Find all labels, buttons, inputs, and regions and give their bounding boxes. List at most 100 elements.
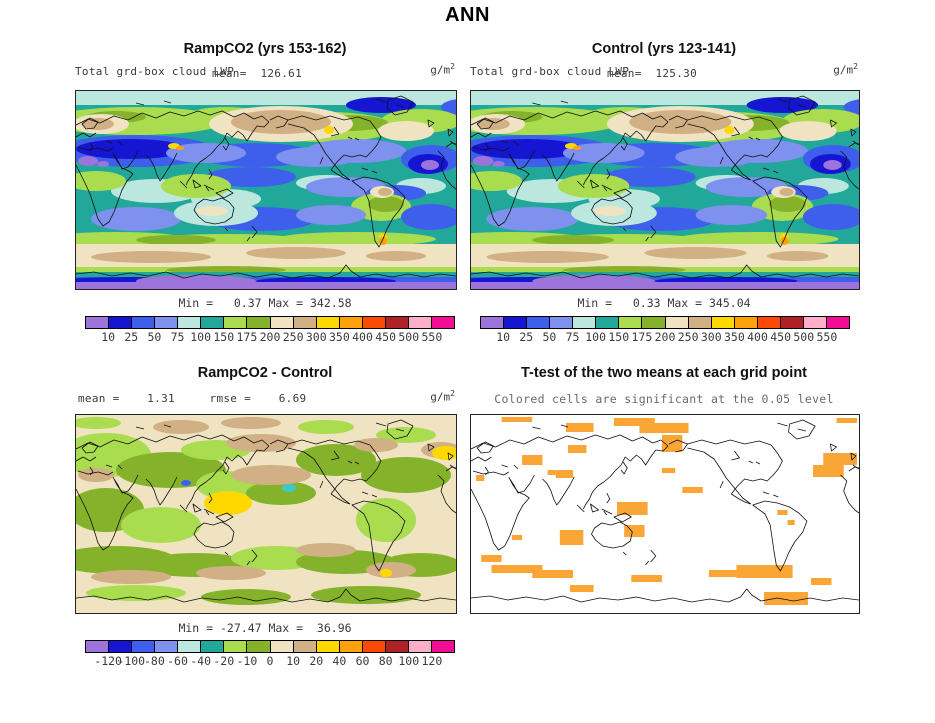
colorbar-swatch	[431, 317, 454, 328]
colorbar-swatch	[734, 317, 758, 328]
colorbar-swatch	[665, 317, 689, 328]
colorbar-bar	[480, 316, 850, 329]
colorbar-tick-label: 500	[398, 330, 420, 344]
colorbar-swatch	[711, 317, 735, 328]
colorbar-swatch	[757, 317, 781, 328]
colorbar-swatch	[132, 317, 156, 328]
colorbar-swatch	[481, 317, 505, 328]
panel-title-rampco2: RampCO2 (yrs 153-162)	[183, 41, 347, 57]
colorbar-bar	[85, 316, 455, 329]
colorbar-ticks: 10 25 50 75 100 150 175 200 250 300 350 400 450 500 55…	[480, 330, 850, 345]
map-control	[470, 90, 860, 290]
colorbar-swatch	[573, 317, 597, 328]
colorbar-tick-label: 50	[147, 330, 162, 344]
colorbar-tick-label: 350	[328, 330, 350, 344]
colorbar-swatch	[155, 317, 179, 328]
colorbar-tick-label: -40	[190, 654, 212, 668]
colorbar-swatch	[270, 641, 294, 652]
colorbar-tick-label: 10	[101, 330, 116, 344]
map-rampco2	[75, 90, 457, 290]
colorbar-swatch	[293, 317, 317, 328]
header-row-rampco2: Total grd-box cloud LWP mean= 126.61 g/m…	[75, 62, 455, 80]
colorbar-tick-label: 500	[793, 330, 815, 344]
colorbar-tick-label: 150	[213, 330, 235, 344]
colorbar-swatch	[86, 641, 110, 652]
colorbar-tick-label: 25	[519, 330, 534, 344]
colorbar-swatch	[527, 317, 551, 328]
colorbar-swatch	[178, 317, 202, 328]
colorbar-ticks: -120 -100 -80 -60 -40 -20 -10 0 10 20 40 60 80 100 120	[85, 654, 455, 669]
colorbar-swatch	[201, 641, 225, 652]
units-control: g/m2	[833, 62, 858, 77]
colorbar-tick-label: 10	[496, 330, 511, 344]
units-diff: g/m2	[430, 389, 455, 404]
colorbar-tick-label: 175	[236, 330, 258, 344]
colorbar-swatch	[642, 317, 666, 328]
colorbar-swatch	[504, 317, 528, 328]
colorbar-tick-label: 200	[654, 330, 676, 344]
map-ttest	[470, 414, 860, 614]
colorbar-tick-label: 400	[352, 330, 373, 344]
panel-title-ttest: T-test of the two means at each grid poi…	[521, 365, 807, 381]
mean-value-rampco2: mean= 126.61	[212, 67, 302, 80]
colorbar-tick-label: -120	[94, 654, 122, 668]
colorbar-tick-label: 350	[723, 330, 745, 344]
colorbar-tick-label: 175	[631, 330, 653, 344]
colorbar-swatch	[803, 317, 827, 328]
colorbar-swatch	[362, 641, 386, 652]
colorbar-tick-label: 250	[677, 330, 699, 344]
colorbar-ticks: 10 25 50 75 100 150 175 200 250 300 350 400 450 500 55…	[85, 330, 455, 345]
colorbar-swatch	[247, 317, 271, 328]
units-rampco2: g/m2	[430, 62, 455, 77]
minmax-diff: Min = -27.47 Max = 36.96	[178, 621, 352, 635]
colorbar-swatch	[224, 317, 248, 328]
colorbar-tick-label: 20	[309, 654, 324, 668]
colorbar-tick-label: -80	[143, 654, 165, 668]
colorbar-swatch	[385, 317, 409, 328]
colorbar-tick-label: 120	[421, 654, 443, 668]
colorbar-tick-label: 550	[816, 330, 838, 344]
colorbar-tick-label: 400	[747, 330, 768, 344]
colorbar-bar	[85, 640, 455, 653]
colorbar-swatch	[316, 317, 340, 328]
colorbar-swatch	[408, 317, 432, 328]
colorbar-tick-label: 75	[565, 330, 580, 344]
colorbar-tick-label: -60	[167, 654, 188, 668]
colorbar-tick-label: 10	[286, 654, 301, 668]
colorbar-swatch	[385, 641, 409, 652]
header-row-control: Total grd-box cloud LWP mean= 125.30 g/m…	[470, 62, 858, 80]
colorbar-tick-label: 80	[378, 654, 393, 668]
colorbar-tick-label: -10	[236, 654, 258, 668]
colorbar-tick-label: 450	[375, 330, 397, 344]
colorbar-tick-label: 300	[305, 330, 327, 344]
colorbar-tick-label: 300	[700, 330, 722, 344]
colorbar-swatch	[362, 317, 386, 328]
field-label-control: Total grd-box cloud LWP	[470, 65, 630, 78]
colorbar-tick-label: 0	[266, 654, 274, 668]
colorbar-tick-label: 60	[355, 654, 370, 668]
colorbar-swatch	[247, 641, 271, 652]
figure-title: ANN	[445, 4, 490, 26]
colorbar-rampco2: 10 25 50 75 100 150 175 200 250 300 350 400 450 500 55…	[85, 316, 455, 345]
mean-value-control: mean= 125.30	[607, 67, 697, 80]
colorbar-swatch	[155, 641, 179, 652]
colorbar-swatch	[826, 317, 849, 328]
colorbar-swatch	[619, 317, 643, 328]
colorbar-control: 10 25 50 75 100 150 175 200 250 300 350 400 450 500 55…	[480, 316, 850, 345]
colorbar-tick-label: 100	[585, 330, 607, 344]
colorbar-swatch	[431, 641, 454, 652]
colorbar-tick-label: 50	[542, 330, 557, 344]
colorbar-swatch	[86, 317, 110, 328]
colorbar-swatch	[293, 641, 317, 652]
colorbar-tick-label: -20	[213, 654, 235, 668]
colorbar-swatch	[780, 317, 804, 328]
colorbar-tick-label: 550	[421, 330, 443, 344]
colorbar-swatch	[201, 317, 225, 328]
colorbar-swatch	[316, 641, 340, 652]
colorbar-swatch	[339, 641, 363, 652]
colorbar-swatch	[688, 317, 712, 328]
minmax-rampco2: Min = 0.37 Max = 342.58	[178, 296, 352, 310]
colorbar-swatch	[132, 641, 156, 652]
header-row-diff: mean = 1.31 rmse = 6.69 g/m2	[75, 389, 455, 407]
